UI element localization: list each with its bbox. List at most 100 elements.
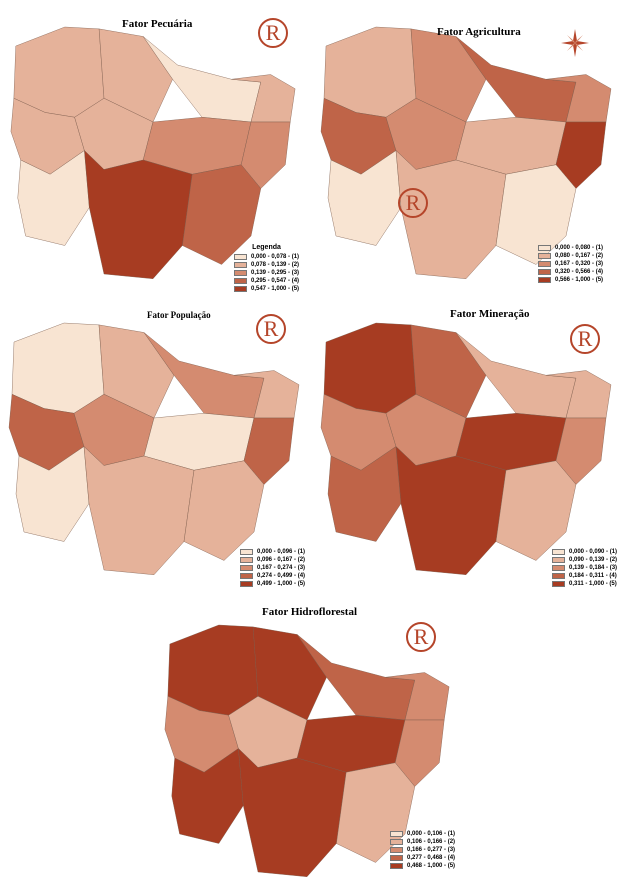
map-panel-agricultura: Fator Agricultura R 0,000 - 0,080 - (1) 0… [312, 0, 627, 300]
legend-row: 0,184 - 0,311 - (4) [552, 572, 617, 580]
legend-label: 0,274 - 0,499 - (4) [257, 573, 306, 579]
legend-swatch [538, 277, 551, 283]
legend-row: 0,547 - 1,000 - (5) [234, 285, 299, 293]
legend-row: 0,078 - 0,139 - (2) [234, 261, 299, 269]
map-panel-pecuaria: Fator Pecuária R Legenda 0,000 - 0,078 -… [0, 0, 310, 300]
legend-swatch [240, 565, 253, 571]
legend-row: 0,080 - 0,167 - (2) [538, 252, 603, 260]
map-region-sw [15, 446, 90, 542]
legend-swatch [390, 839, 403, 845]
legend-label: 0,166 - 0,277 - (3) [407, 847, 456, 853]
map-region-sw [327, 446, 402, 542]
map-region-sw [327, 150, 402, 246]
legend-swatch [552, 581, 565, 587]
legend-swatch [552, 549, 565, 555]
map-region-se [495, 460, 577, 561]
legend-row: 0,000 - 0,078 - (1) [234, 253, 299, 261]
legend-row: 0,139 - 0,295 - (3) [234, 269, 299, 277]
legend-swatch [538, 269, 551, 275]
legend-label: 0,295 - 0,547 - (4) [251, 278, 300, 284]
legend-label: 0,090 - 0,139 - (2) [569, 557, 618, 563]
map-region-n [98, 324, 175, 419]
legend-label: 0,139 - 0,295 - (3) [251, 270, 300, 276]
legend-swatch [240, 573, 253, 579]
populacao-map [8, 322, 300, 575]
map-region-nw [11, 322, 105, 414]
legend-swatch [240, 581, 253, 587]
legend-label: 0,000 - 0,106 - (1) [407, 831, 456, 837]
legend-swatch [234, 286, 247, 292]
map-region-n [252, 626, 327, 721]
map-region-e [243, 417, 295, 485]
legend-label: 0,000 - 0,080 - (1) [555, 245, 604, 251]
legend-swatch [538, 261, 551, 267]
legend-label: 0,184 - 0,311 - (4) [569, 573, 617, 579]
legend: 0,000 - 0,090 - (1) 0,090 - 0,139 - (2) 0,… [552, 548, 617, 588]
legend-row: 0,000 - 0,096 - (1) [240, 548, 305, 556]
legend-row: 0,096 - 0,167 - (2) [240, 556, 305, 564]
compass-rose-icon [561, 29, 589, 57]
map-region-n [410, 28, 487, 123]
legend-row: 0,167 - 0,320 - (3) [538, 260, 603, 268]
legend-label: 0,499 - 1,000 - (5) [257, 581, 306, 587]
legend-swatch [240, 557, 253, 563]
registered-mark-icon: R [258, 18, 288, 48]
map-region-nw [167, 624, 259, 716]
legend-row: 0,166 - 0,277 - (3) [390, 846, 455, 854]
legend-swatch [538, 253, 551, 259]
legend-label: 0,000 - 0,096 - (1) [257, 549, 306, 555]
legend-row: 0,167 - 0,274 - (3) [240, 564, 305, 572]
legend: Legenda 0,000 - 0,078 - (1) 0,078 - 0,139… [234, 244, 299, 293]
legend-swatch [390, 847, 403, 853]
legend-swatch [552, 557, 565, 563]
legend-swatch [390, 863, 403, 869]
map-panel-mineracao: Fator Mineração R 0,000 - 0,090 - (1) 0,0… [312, 300, 627, 590]
registered-mark-icon: R [406, 622, 436, 652]
registered-mark-icon: R [256, 314, 286, 344]
pecuaria-map [10, 26, 296, 279]
legend-row: 0,295 - 0,547 - (4) [234, 277, 299, 285]
legend-label: 0,320 - 0,566 - (4) [555, 269, 604, 275]
map-region-se [336, 762, 416, 863]
map-region-s [395, 445, 507, 575]
map-title: Fator Hidroflorestal [262, 606, 358, 618]
legend-label: 0,468 - 1,000 - (5) [407, 863, 456, 869]
legend-swatch [234, 254, 247, 260]
hidroflorestal-map [164, 624, 450, 877]
legend-row: 0,274 - 0,499 - (4) [240, 572, 305, 580]
agricultura-map [320, 26, 612, 279]
registered-mark-icon: R [398, 188, 428, 218]
legend-label: 0,000 - 0,078 - (1) [251, 254, 300, 260]
legend-row: 0,000 - 0,080 - (1) [538, 244, 603, 252]
legend-swatch [552, 573, 565, 579]
legend-label: 0,311 - 1,000 - (5) [569, 581, 617, 587]
map-region-sw [17, 150, 90, 246]
map-panel-hidroflorestal: Fator Hidroflorestal R 0,000 - 0,106 - (… [158, 600, 468, 888]
legend-row: 0,320 - 0,566 - (4) [538, 268, 603, 276]
legend-label: 0,078 - 0,139 - (2) [251, 262, 300, 268]
legend-label: 0,566 - 1,000 - (5) [555, 277, 604, 283]
legend-row: 0,090 - 0,139 - (2) [552, 556, 617, 564]
legend-row: 0,499 - 1,000 - (5) [240, 580, 305, 588]
map-title: Fator População [147, 310, 211, 320]
legend-row: 0,106 - 0,166 - (2) [390, 838, 455, 846]
map-region-sw [171, 748, 244, 844]
legend-label: 0,106 - 0,166 - (2) [407, 839, 456, 845]
legend-row: 0,277 - 0,468 - (4) [390, 854, 455, 862]
legend-label: 0,167 - 0,274 - (3) [257, 565, 306, 571]
map-region-n [410, 324, 487, 419]
map-panel-populacao: Fator População R 0,000 - 0,096 - (1) 0,0… [0, 300, 312, 590]
map-region-se [183, 460, 265, 561]
map-region-nw [13, 26, 105, 118]
map-region-nw [323, 26, 417, 118]
legend-row: 0,139 - 0,184 - (3) [552, 564, 617, 572]
legend-title: Legenda [252, 244, 281, 251]
map-region-s [83, 445, 195, 575]
legend-row: 0,000 - 0,090 - (1) [552, 548, 617, 556]
legend-row: 0,311 - 1,000 - (5) [552, 580, 617, 588]
legend: 0,000 - 0,080 - (1) 0,080 - 0,167 - (2) 0,… [538, 244, 603, 284]
legend: 0,000 - 0,106 - (1) 0,106 - 0,166 - (2) 0,… [390, 830, 455, 870]
map-region-s [238, 747, 347, 877]
map-region-e [555, 121, 607, 189]
legend-row: 0,468 - 1,000 - (5) [390, 862, 455, 870]
